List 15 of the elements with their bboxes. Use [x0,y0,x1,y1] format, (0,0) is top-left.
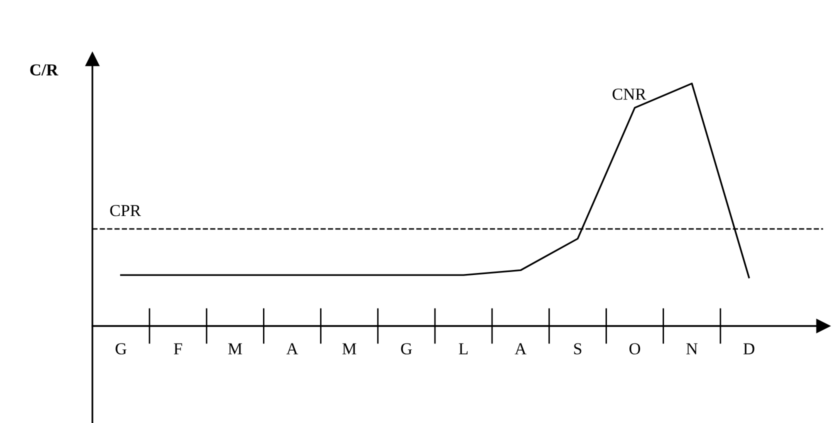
y-axis-title: C/R [30,64,58,76]
x-tick-label: M [228,343,242,354]
x-tick-label: F [174,343,182,354]
x-tick-label: N [686,343,698,354]
x-tick-label: L [458,343,468,354]
x-tick-label: O [629,343,640,354]
x-tick-label: S [574,343,582,354]
series-label: CNR [612,88,646,100]
x-tick-label: A [514,343,526,354]
x-tick-label: A [286,343,298,354]
ref-line-label: CPR [110,204,142,216]
x-tick-label: M [342,343,356,354]
x-tick-label: D [743,343,754,354]
x-tick-label: G [401,343,412,354]
x-tick-label: G [116,343,126,354]
